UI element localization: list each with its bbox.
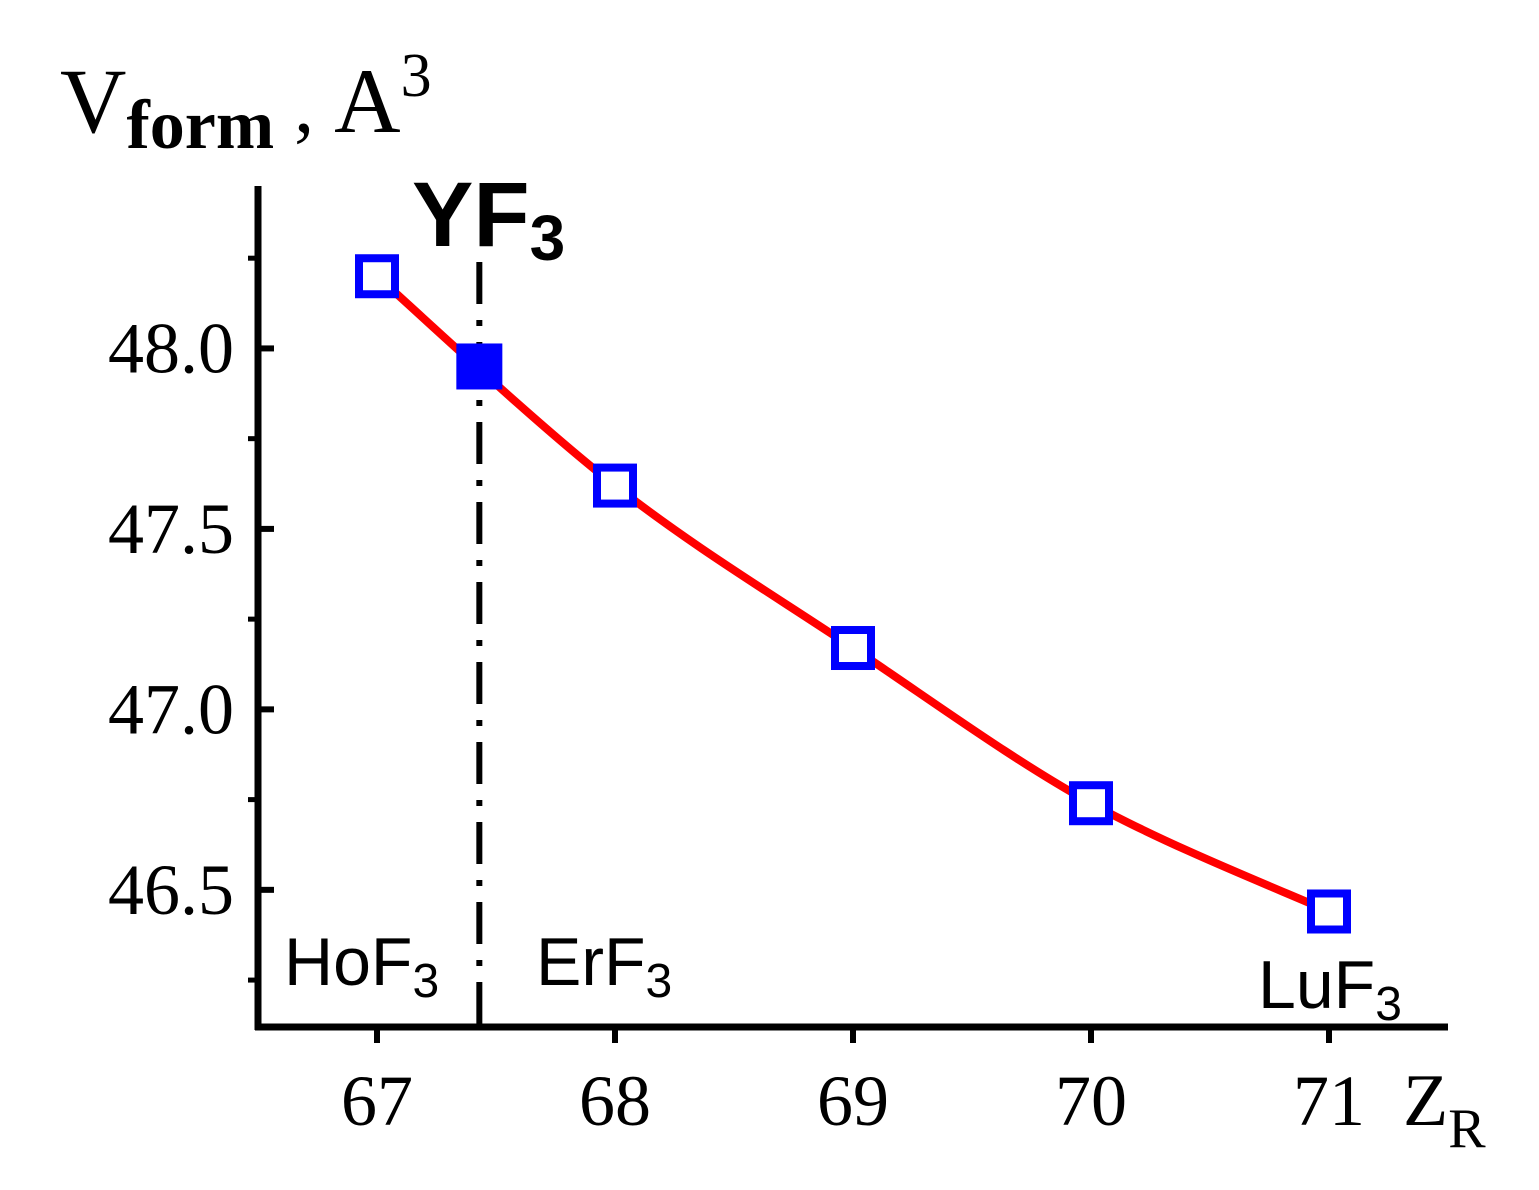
x-ticks: 67 68 69 70 71 [341, 1027, 1365, 1141]
luf3-label: LuF3 [1258, 947, 1402, 1031]
y-axis-label-main: V [60, 50, 126, 152]
x-tick-label: 68 [579, 1061, 651, 1141]
y-tick-label: 47.5 [108, 489, 234, 569]
data-point-marker [593, 463, 637, 508]
x-axis-label-sub: R [1448, 1098, 1486, 1160]
y-axis-label-sub: form [126, 87, 274, 164]
y-tick-label: 47.0 [108, 669, 234, 749]
data-point-marker [1307, 889, 1351, 934]
y-tick-label: 48.0 [108, 308, 234, 388]
y-tick-label: 46.5 [108, 850, 234, 930]
yf3-label: YF3 [412, 164, 565, 274]
x-axis-label-main: Z [1403, 1060, 1448, 1142]
erf3-label: ErF3 [536, 924, 672, 1008]
y-axis-label-unit: A [334, 50, 400, 152]
x-tick-label: 71 [1293, 1061, 1365, 1141]
data-point-marker [831, 626, 875, 671]
data-point-marker [355, 254, 399, 299]
data-point-marker [1069, 781, 1113, 826]
series-curve [374, 273, 1331, 916]
yf3-point-marker [456, 343, 503, 390]
series-markers [355, 254, 1351, 934]
x-tick-label: 67 [341, 1061, 413, 1141]
x-axis-label: ZR [1403, 1060, 1486, 1160]
x-tick-label: 70 [1055, 1061, 1127, 1141]
y-ticks: 46.5 47.0 47.5 48.0 [108, 255, 274, 983]
y-axis-label-sep: , [274, 62, 334, 150]
y-axis-label-sup: 3 [401, 42, 432, 110]
y-axis-label: Vform , A3 [60, 42, 432, 164]
x-tick-label: 69 [817, 1061, 889, 1141]
hof3-label: HoF3 [284, 924, 439, 1008]
